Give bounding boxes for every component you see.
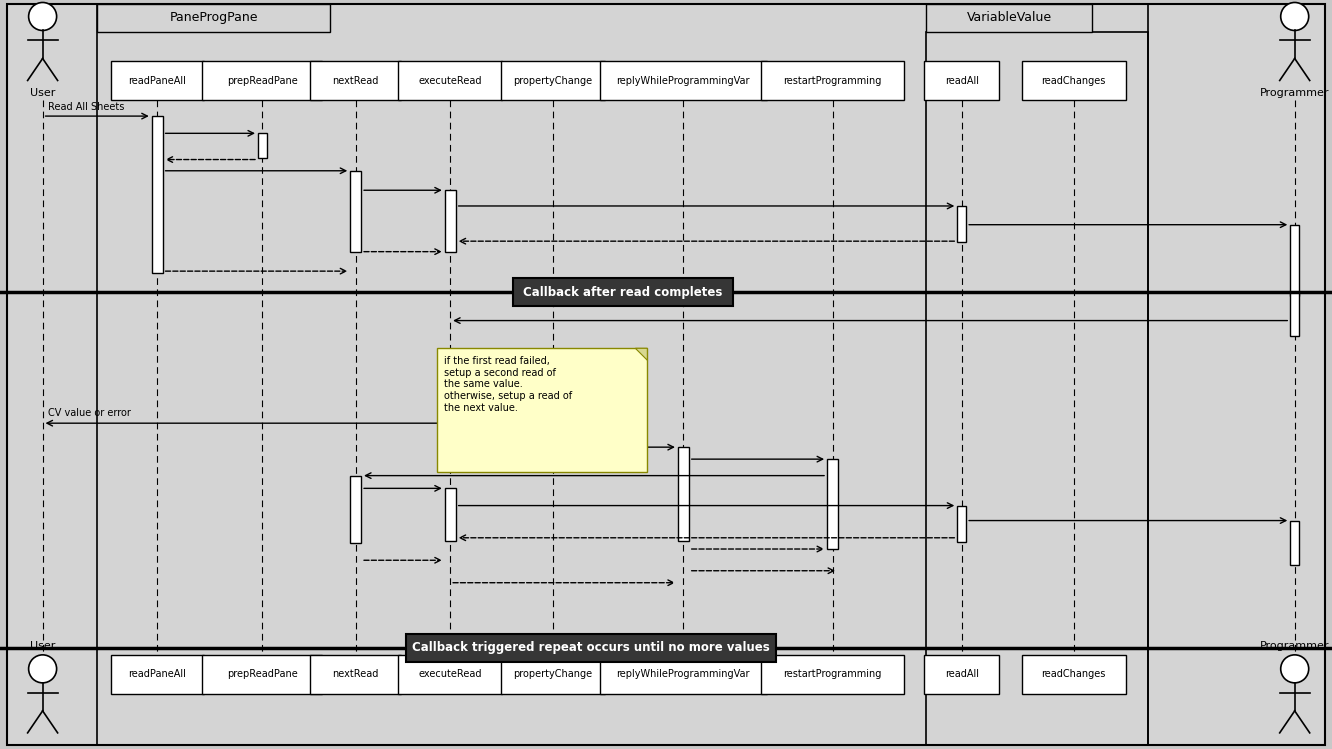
Text: Callback after read completes: Callback after read completes: [523, 285, 722, 299]
Bar: [111, 61, 204, 100]
Text: User: User: [29, 88, 56, 98]
Bar: [350, 171, 361, 252]
Text: User: User: [29, 641, 56, 651]
Bar: [501, 61, 605, 100]
Text: VariableValue: VariableValue: [967, 11, 1051, 25]
Bar: [398, 655, 502, 694]
Text: readPaneAll: readPaneAll: [128, 669, 186, 679]
Bar: [445, 488, 456, 541]
Circle shape: [1280, 2, 1309, 31]
Circle shape: [28, 655, 57, 683]
Text: Programmer: Programmer: [1260, 641, 1329, 651]
Text: if the first read failed,
setup a second read of
the same value.
otherwise, setu: if the first read failed, setup a second…: [444, 357, 571, 413]
Text: executeRead: executeRead: [418, 76, 482, 86]
Text: prepReadPane: prepReadPane: [226, 669, 298, 679]
Bar: [599, 61, 767, 100]
Bar: [926, 32, 1148, 745]
Bar: [111, 655, 204, 694]
Bar: [827, 459, 838, 549]
Bar: [501, 655, 605, 694]
Text: restartProgramming: restartProgramming: [783, 76, 882, 86]
Bar: [97, 4, 1148, 745]
Bar: [97, 4, 330, 32]
Text: nextRead: nextRead: [333, 669, 378, 679]
Bar: [202, 655, 322, 694]
Text: readAll: readAll: [944, 76, 979, 86]
Bar: [926, 4, 1092, 32]
Bar: [761, 655, 904, 694]
Bar: [1291, 521, 1299, 565]
Bar: [437, 348, 647, 472]
Bar: [958, 206, 966, 242]
Text: readPaneAll: readPaneAll: [128, 76, 186, 86]
Text: propertyChange: propertyChange: [513, 669, 593, 679]
Bar: [398, 61, 502, 100]
Text: replyWhileProgrammingVar: replyWhileProgrammingVar: [617, 76, 750, 86]
Bar: [958, 506, 966, 542]
Text: propertyChange: propertyChange: [513, 76, 593, 86]
Bar: [152, 116, 163, 273]
Text: nextRead: nextRead: [333, 76, 378, 86]
Text: Read All Sheets: Read All Sheets: [48, 102, 124, 112]
Text: replyWhileProgrammingVar: replyWhileProgrammingVar: [617, 669, 750, 679]
Text: PaneProgPane: PaneProgPane: [169, 11, 258, 25]
Bar: [258, 133, 266, 158]
Text: CV value or error: CV value or error: [48, 408, 131, 418]
Bar: [678, 447, 689, 541]
Bar: [599, 655, 767, 694]
Bar: [924, 61, 999, 100]
Bar: [445, 190, 456, 252]
Bar: [406, 634, 777, 662]
Text: executeRead: executeRead: [418, 669, 482, 679]
Text: prepReadPane: prepReadPane: [226, 76, 298, 86]
Text: readChanges: readChanges: [1042, 76, 1106, 86]
Polygon shape: [635, 348, 647, 360]
Circle shape: [28, 2, 57, 31]
Bar: [202, 61, 322, 100]
Bar: [761, 61, 904, 100]
Text: readAll: readAll: [944, 669, 979, 679]
Text: Programmer: Programmer: [1260, 88, 1329, 98]
Bar: [1291, 225, 1299, 296]
Bar: [924, 655, 999, 694]
Bar: [1291, 292, 1299, 336]
Bar: [310, 655, 401, 694]
Circle shape: [1280, 655, 1309, 683]
Bar: [310, 61, 401, 100]
Text: readChanges: readChanges: [1042, 669, 1106, 679]
Text: Callback triggered repeat occurs until no more values: Callback triggered repeat occurs until n…: [413, 641, 770, 655]
Bar: [513, 278, 733, 306]
Bar: [350, 476, 361, 543]
Bar: [1022, 655, 1126, 694]
Text: restartProgramming: restartProgramming: [783, 669, 882, 679]
Bar: [1022, 61, 1126, 100]
